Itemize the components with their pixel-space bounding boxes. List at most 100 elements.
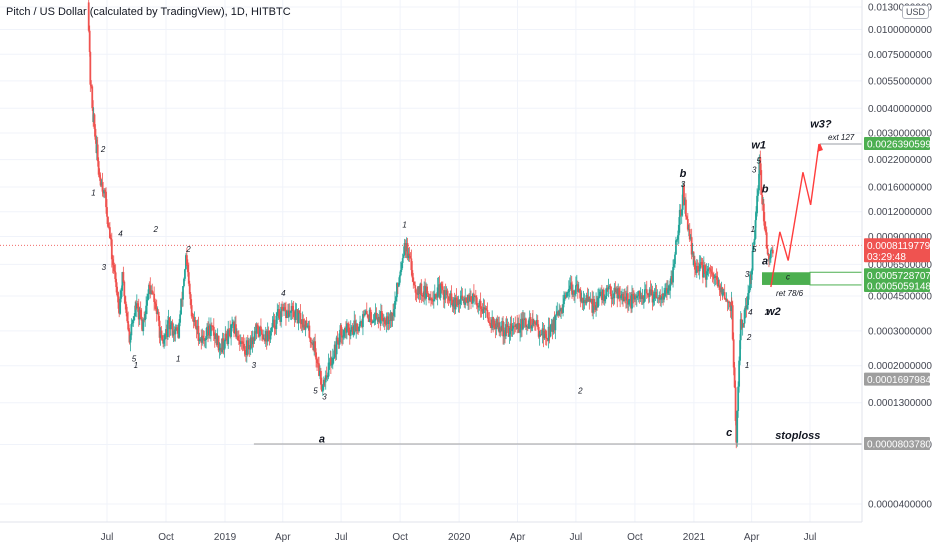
price-tick-label: 0.0009000000 [868,232,932,243]
candle-body [358,326,360,332]
candle-body [295,309,298,311]
candle-body [526,326,529,329]
candle-body [643,289,646,302]
wave-label: 5 [752,245,757,254]
time-axis[interactable]: Jul Oct 2019 Apr Jul Oct 2020 Apr Jul Oct 2021 Apr J… [101,532,817,543]
price-tick-label: 0.0130000000 [868,3,932,14]
candle-body [384,323,387,325]
candle-body [676,239,678,241]
candle-body [377,317,380,322]
time-tick-label: Apr [744,532,760,543]
candle-body [462,299,465,301]
candle-body [555,313,558,316]
candle-body [355,323,358,332]
candle-body [611,297,614,300]
candle-body [509,323,512,335]
candle-body [366,314,369,318]
candle-body [239,341,242,345]
candle-body [244,353,247,355]
wave-label: w1 [751,140,766,152]
candle-body [618,288,621,296]
candle-body [719,290,722,293]
candle-body [651,290,654,303]
candle-body [190,305,193,317]
price-tick-label: 0.0006500000 [868,260,932,271]
candle-body [752,244,755,251]
candle-body [711,273,714,275]
time-tick-label: Jul [101,532,114,543]
candle-body [326,376,329,378]
candle-body [188,283,191,295]
candle-body [346,323,349,325]
wave-label: 1 [751,225,755,234]
candle-body [203,338,206,341]
candle-body [407,253,410,258]
candle-body [480,308,483,312]
candle-body [483,307,486,310]
candle-body [302,319,305,328]
candle-body [544,333,547,338]
candle-body [427,293,429,297]
candle-body [419,283,422,294]
wave-label: 1 [134,361,138,370]
candle-body [449,293,452,301]
candle-body [738,360,741,387]
candle-body [261,329,263,335]
time-tick-label: 2019 [214,532,237,543]
candle-body [600,291,603,301]
candle-body [585,295,588,304]
candle-body [769,250,772,259]
wave-label: 4 [748,308,753,317]
candle-body [640,295,643,299]
candle-body [436,287,439,298]
candle-body [378,316,381,322]
candle-body [289,311,292,313]
candle-body [532,319,534,324]
wave-label: stoploss [775,430,820,442]
candle-body [202,335,205,339]
candle-body [129,335,132,343]
candle-body [247,345,250,350]
candle-body [229,329,232,337]
price-badge-value: 0.00016979849 [867,375,932,386]
candle-body [233,322,235,334]
candle-body [210,325,212,336]
candle-body [518,323,521,333]
candle-body [706,268,709,272]
price-tick-label: 0.0075000000 [868,50,932,61]
candle-body [408,253,411,256]
currency-button[interactable]: USD [901,5,929,19]
wave-label: 2 [577,386,583,395]
candle-body [532,320,535,324]
candle-body [614,287,617,293]
candle-body [320,384,323,392]
candle-body [238,340,241,345]
candle-body [147,294,149,300]
candle-body [345,327,347,333]
candle-body [298,310,301,313]
candle-body [716,279,719,287]
candle-body [710,271,713,274]
price-axis[interactable]: 0.0130000000 0.0100000000 0.0075000000 0.00… [868,3,932,511]
candle-body [106,207,108,217]
candle-body [726,299,729,303]
candle-body [111,259,114,265]
candle-body [514,325,517,327]
candle-body [161,335,164,341]
candle-body [667,289,669,294]
price-badge [864,136,930,150]
candle-body [414,288,417,293]
candle-body [198,340,201,341]
time-tick-label: Jul [569,532,582,543]
candle-body [137,307,140,320]
candle-body [328,362,331,364]
candle-body [148,284,151,286]
candle-body [255,324,258,334]
candle-body [297,310,300,324]
target-zone [762,272,810,285]
candlestick-series [87,0,774,449]
candle-body [373,320,376,322]
candle-body [431,300,434,302]
wave-label: 3 [681,180,686,189]
